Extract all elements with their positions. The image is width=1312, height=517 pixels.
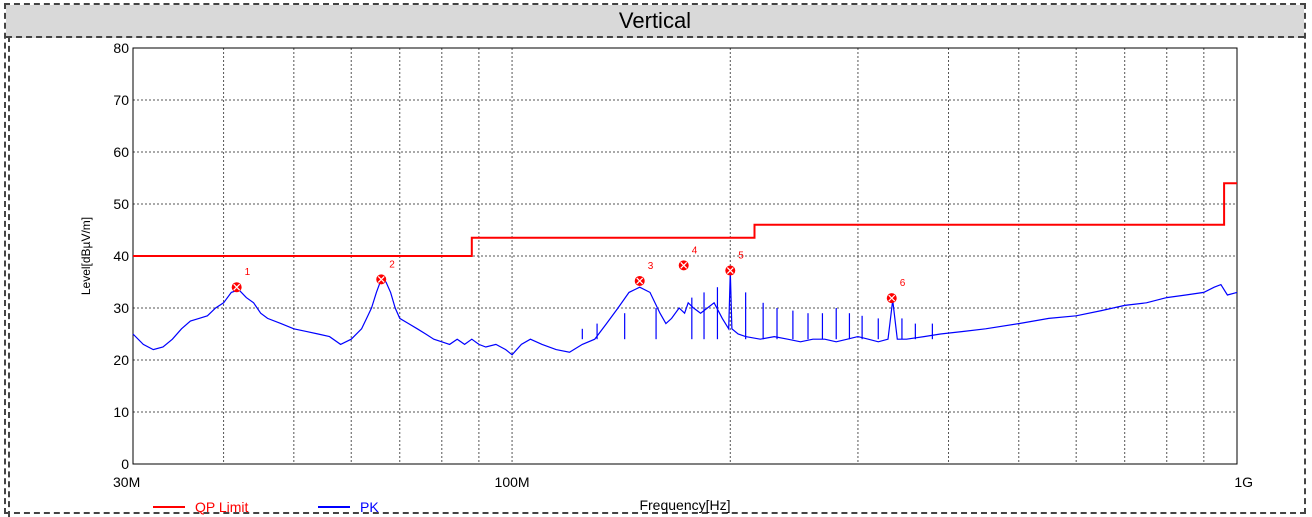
- peak-marker-cross: [726, 267, 734, 274]
- y-tick-label: 60: [113, 144, 129, 160]
- chart-frame: Vertical: [4, 3, 1306, 514]
- chart-title: Vertical: [6, 5, 1304, 38]
- peak-marker-cross: [888, 294, 896, 302]
- x-tick-label: 1G: [1234, 474, 1253, 490]
- x-axis-ticks: 30M 100M 1G: [113, 474, 1253, 490]
- y-tick-label: 10: [113, 404, 129, 420]
- peak-marker-label: 3: [648, 261, 654, 272]
- left-border-dash: [8, 36, 10, 517]
- peak-marker-label: 5: [738, 251, 744, 262]
- legend: QP Limit PK: [153, 499, 379, 515]
- peak-marker-label: 2: [389, 259, 395, 270]
- peak-marker-cross: [377, 275, 385, 283]
- x-tick-label: 100M: [495, 474, 530, 490]
- y-axis-label: Level[dBµV/m]: [79, 217, 93, 295]
- series-layer: [132, 182, 1238, 356]
- y-tick-label: 20: [113, 352, 129, 368]
- peak-marker-label: 6: [900, 278, 906, 289]
- y-tick-label: 80: [113, 40, 129, 56]
- series-line-qp-limit: [133, 182, 1237, 257]
- y-tick-label: 0: [121, 456, 129, 472]
- y-tick-label: 50: [113, 196, 129, 212]
- y-tick-label: 40: [113, 248, 129, 264]
- x-axis-label: Frequency[Hz]: [639, 497, 730, 513]
- peak-marker-label: 1: [245, 267, 251, 278]
- series-line-pk: [132, 271, 1238, 356]
- peak-markers: 1 2 3 4 5 6: [231, 245, 906, 304]
- peak-marker-label: 4: [692, 245, 698, 256]
- x-tick-label: 30M: [113, 474, 140, 490]
- legend-label: PK: [360, 499, 379, 515]
- y-tick-label: 70: [113, 92, 129, 108]
- peak-marker-cross: [680, 261, 688, 269]
- y-axis-ticks: 0 10 20 30 40 50 60 70 80: [113, 40, 129, 472]
- legend-label: QP Limit: [195, 499, 249, 515]
- peak-marker-cross: [636, 277, 644, 285]
- peak-marker-cross: [233, 283, 241, 291]
- y-tick-label: 30: [113, 300, 129, 316]
